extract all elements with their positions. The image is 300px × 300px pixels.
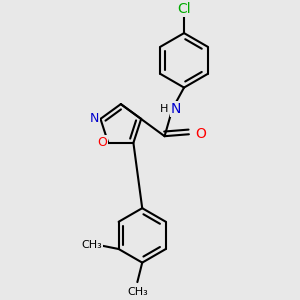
Text: O: O (195, 127, 206, 141)
Text: N: N (171, 102, 181, 116)
Text: Cl: Cl (177, 2, 191, 16)
Text: H: H (160, 104, 169, 114)
Text: N: N (90, 112, 99, 125)
Text: CH₃: CH₃ (81, 240, 102, 250)
Text: CH₃: CH₃ (127, 287, 148, 297)
Text: O: O (98, 136, 107, 149)
